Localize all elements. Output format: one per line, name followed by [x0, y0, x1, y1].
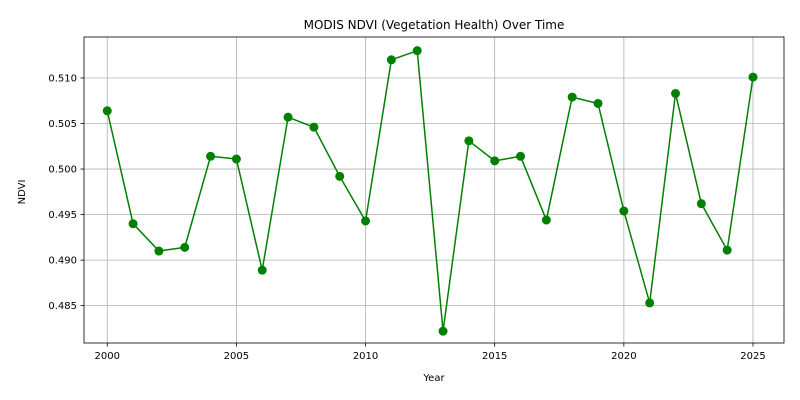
data-point — [154, 246, 164, 256]
y-tick-label: 0.500 — [48, 165, 77, 176]
plot-area: 2000 2005 2010 2015 2020 2025 0.485 0.490 0.495 0… — [48, 36, 785, 362]
data-point — [490, 156, 500, 166]
data-point — [102, 106, 112, 116]
axes-frame — [83, 36, 785, 344]
x-axis-label: Year — [422, 373, 445, 384]
data-point — [593, 98, 603, 108]
data-point — [748, 72, 758, 82]
x-tick-label: 2025 — [740, 351, 765, 362]
data-point — [206, 151, 216, 161]
data-point — [335, 171, 345, 181]
data-point — [128, 219, 138, 229]
data-point — [438, 326, 448, 336]
data-point — [464, 136, 474, 146]
x-tick-label: 2015 — [482, 351, 507, 362]
data-point — [309, 122, 319, 132]
x-tick-label: 2020 — [611, 351, 636, 362]
x-tick-label: 2000 — [95, 351, 120, 362]
y-tick-label: 0.490 — [48, 256, 77, 267]
data-point — [361, 216, 371, 226]
data-point — [541, 215, 551, 225]
y-tick-label: 0.495 — [48, 210, 77, 221]
y-tick-label: 0.505 — [48, 119, 77, 130]
y-tick-label: 0.485 — [48, 301, 77, 312]
x-tick-label: 2005 — [224, 351, 249, 362]
data-point — [619, 206, 629, 216]
data-point — [412, 46, 422, 56]
data-point — [386, 55, 396, 65]
data-point — [696, 199, 706, 209]
data-point — [645, 298, 655, 308]
data-point — [516, 151, 526, 161]
x-tick-label: 2010 — [353, 351, 378, 362]
data-point — [231, 154, 241, 164]
data-point — [722, 245, 732, 255]
data-point — [257, 265, 267, 275]
y-tick-label: 0.510 — [48, 73, 77, 84]
data-point — [283, 112, 293, 122]
data-point — [671, 88, 681, 98]
data-point — [180, 242, 190, 252]
chart-title: MODIS NDVI (Vegetation Health) Over Time — [304, 18, 565, 32]
y-axis-label: NDVI — [17, 180, 28, 205]
data-point — [567, 92, 577, 102]
